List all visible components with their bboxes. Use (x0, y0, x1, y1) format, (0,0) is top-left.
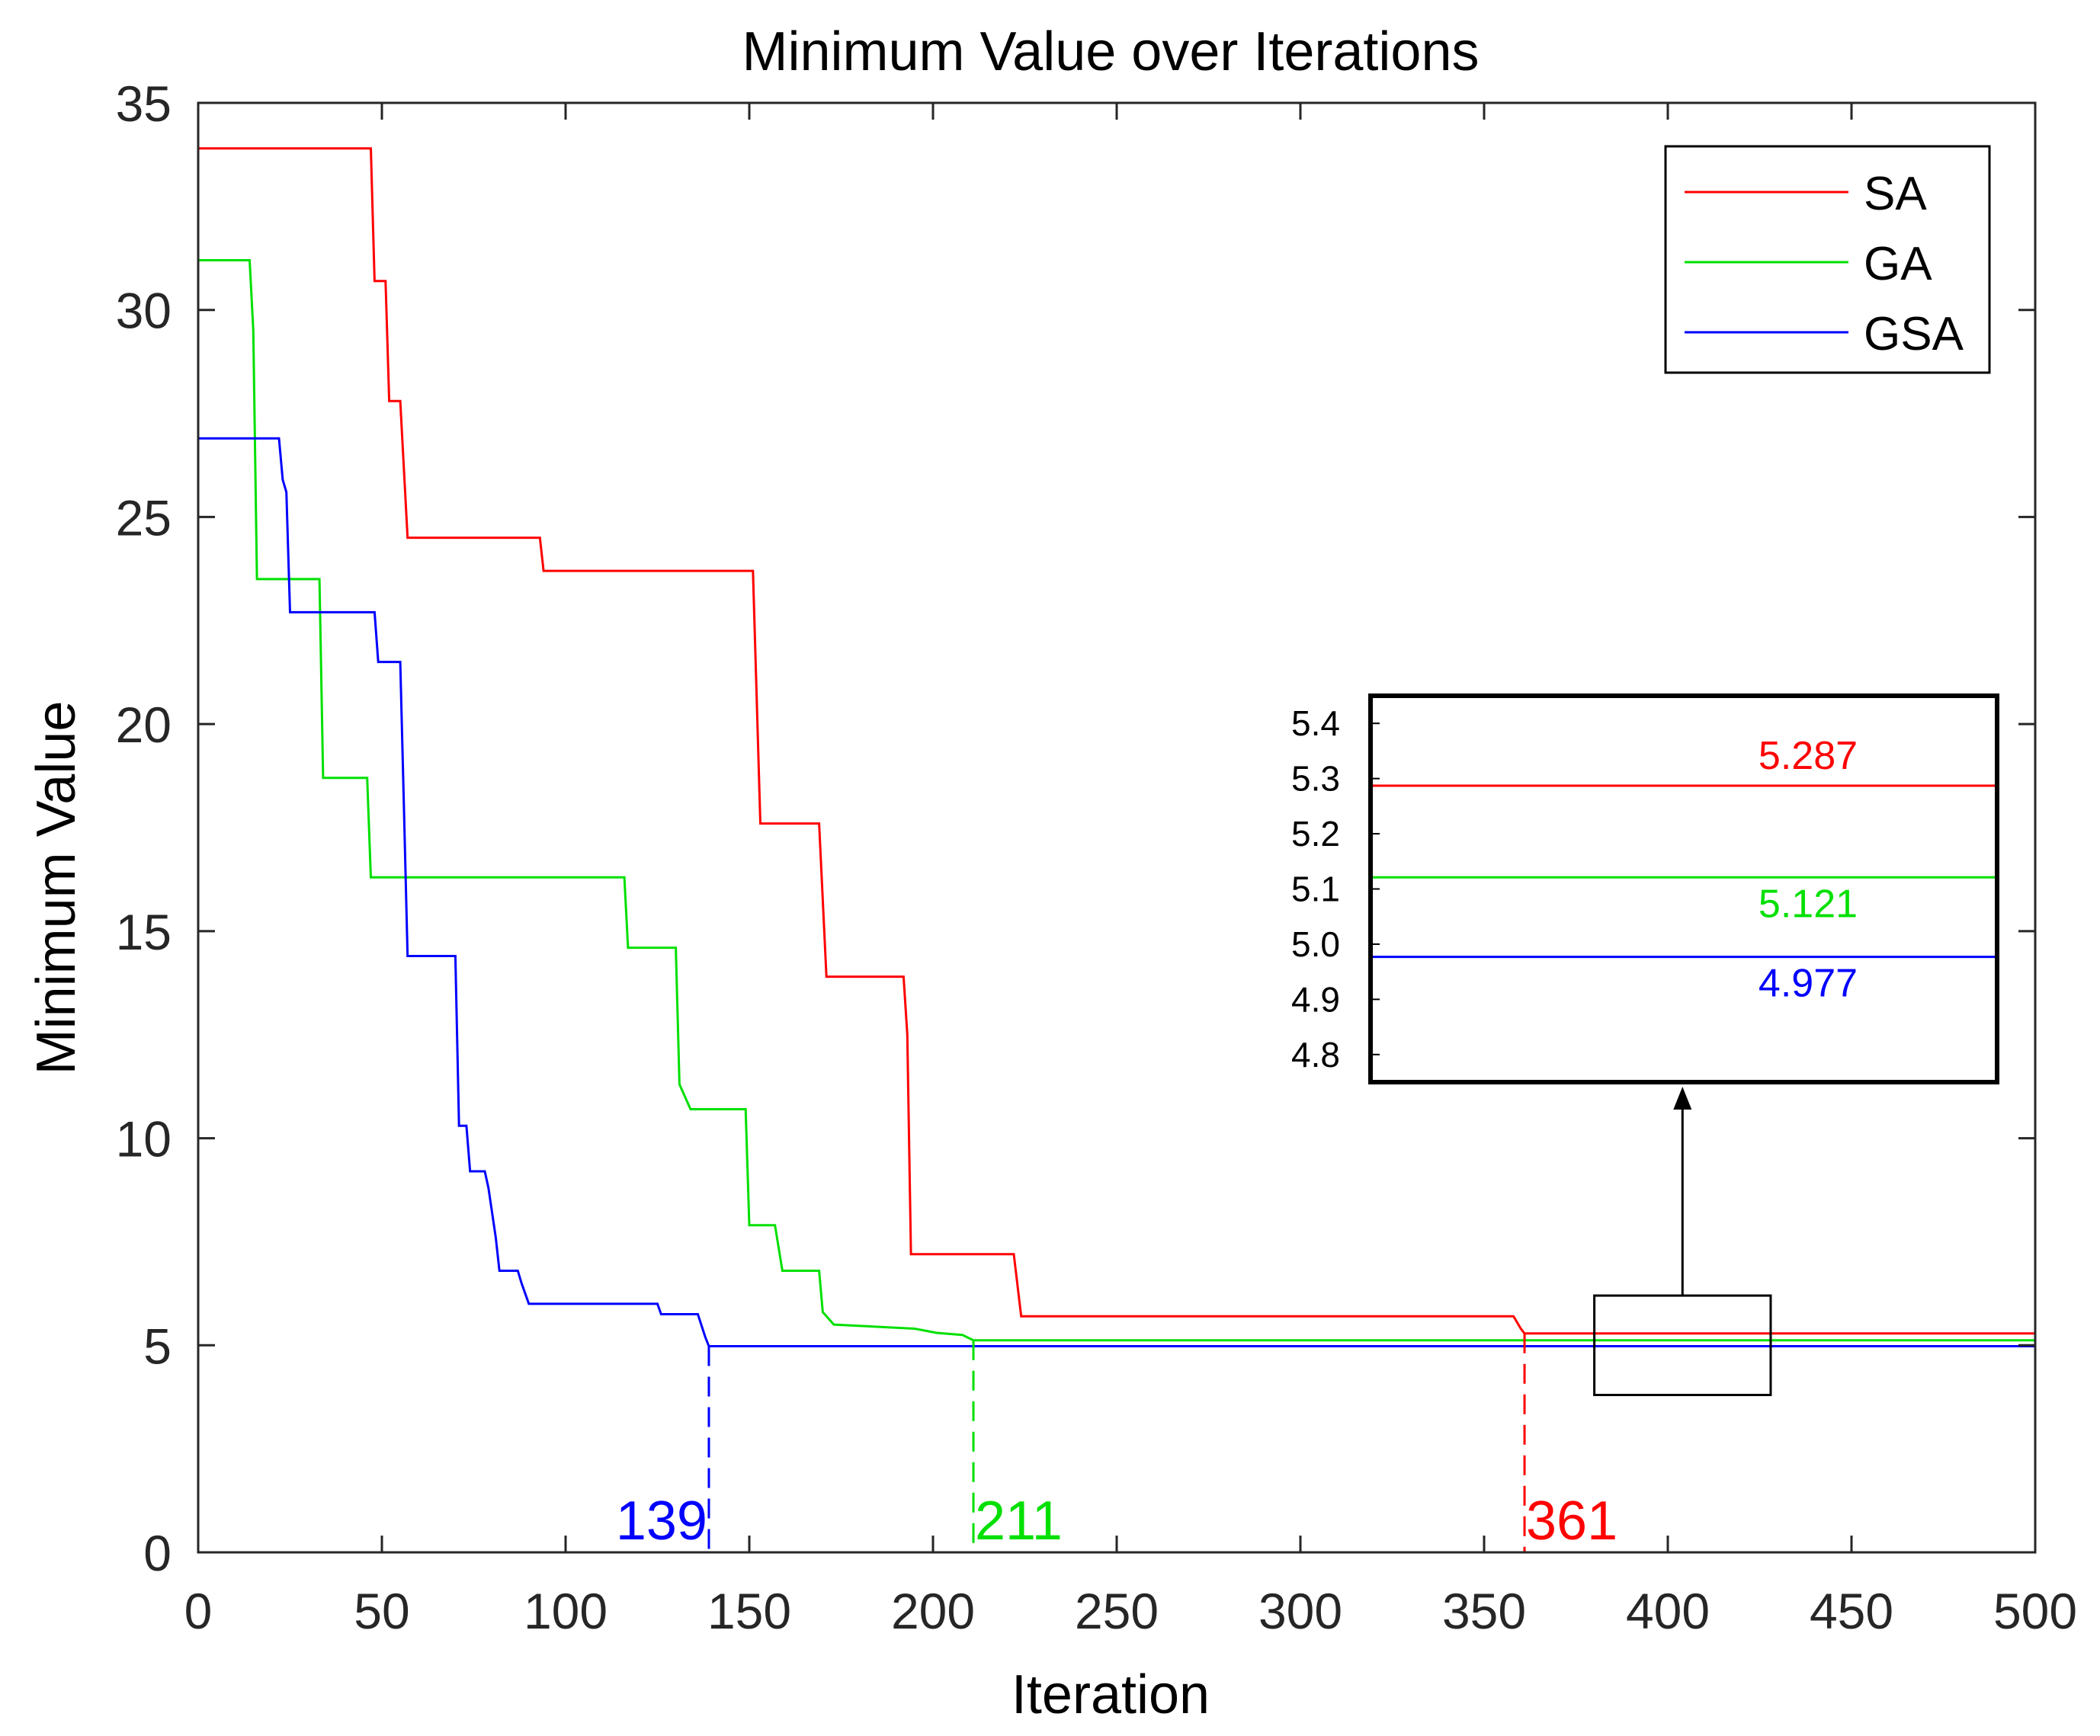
y-tick-label: 0 (143, 1525, 172, 1581)
x-tick-label: 400 (1626, 1583, 1710, 1639)
inset-y-tick-label: 4.9 (1291, 979, 1340, 1019)
inset-y-tick-label: 4.8 (1291, 1035, 1340, 1075)
x-tick-label: 50 (354, 1583, 409, 1639)
y-tick-label: 35 (116, 75, 172, 132)
y-tick-label: 15 (116, 904, 172, 960)
x-tick-label: 500 (1993, 1583, 2077, 1639)
inset-value-label-ga: 5.121 (1759, 882, 1858, 926)
legend-label-gsa: GSA (1864, 308, 1964, 360)
y-tick-label: 10 (116, 1111, 172, 1167)
inset-arrow-head (1673, 1087, 1692, 1110)
legend-box (1664, 145, 1991, 374)
inset-value-label-sa: 5.287 (1759, 734, 1858, 778)
inset-y-tick-label: 5.0 (1291, 924, 1340, 964)
chart-title: Minimum Value over Iterations (742, 21, 1479, 82)
x-tick-label: 0 (184, 1583, 213, 1639)
inset-y-tick-label: 5.2 (1291, 814, 1340, 854)
x-tick-label: 100 (524, 1583, 608, 1639)
x-tick-label: 150 (707, 1583, 791, 1639)
series-line-gsa (198, 437, 2035, 1347)
y-axis-label: Minimum Value (26, 701, 87, 1075)
convergence-label-ga: 211 (975, 1491, 1063, 1552)
convergence-label-sa: 361 (1526, 1491, 1617, 1552)
x-tick-label: 250 (1075, 1583, 1159, 1639)
y-tick-label: 25 (116, 489, 172, 546)
convergence-label-gsa: 139 (616, 1491, 707, 1552)
inset-y-tick-label: 5.4 (1291, 703, 1340, 743)
y-tick-label: 5 (143, 1318, 172, 1374)
x-tick-label: 350 (1442, 1583, 1526, 1639)
legend-label-sa: SA (1864, 168, 1927, 220)
x-tick-label: 450 (1810, 1583, 1893, 1639)
y-tick-label: 20 (116, 697, 172, 753)
legend: SA GA GSA (1664, 145, 1991, 374)
legend-label-ga: GA (1864, 238, 1932, 290)
y-tick-label: 30 (116, 283, 172, 339)
inset-frame (1368, 693, 1999, 1084)
zoom-inset: 5.4 5.3 5.2 5.1 5.0 4.9 4.8 5.287 5.121 4.977 (1291, 693, 1999, 1296)
inset-y-tick-label: 5.1 (1291, 870, 1340, 909)
x-tick-label: 300 (1258, 1583, 1342, 1639)
x-axis-label: Iteration (1012, 1664, 1210, 1725)
x-tick-label: 200 (891, 1583, 975, 1639)
series-line-sa (198, 147, 2035, 1335)
plot-area: 139 211 361 0 50 100 150 200 250 300 350 400 450 500 0… (116, 75, 2077, 1639)
inset-value-label-gsa: 4.977 (1759, 962, 1858, 1006)
inset-y-tick-label: 5.3 (1291, 759, 1340, 799)
series-line-ga (198, 259, 2035, 1342)
